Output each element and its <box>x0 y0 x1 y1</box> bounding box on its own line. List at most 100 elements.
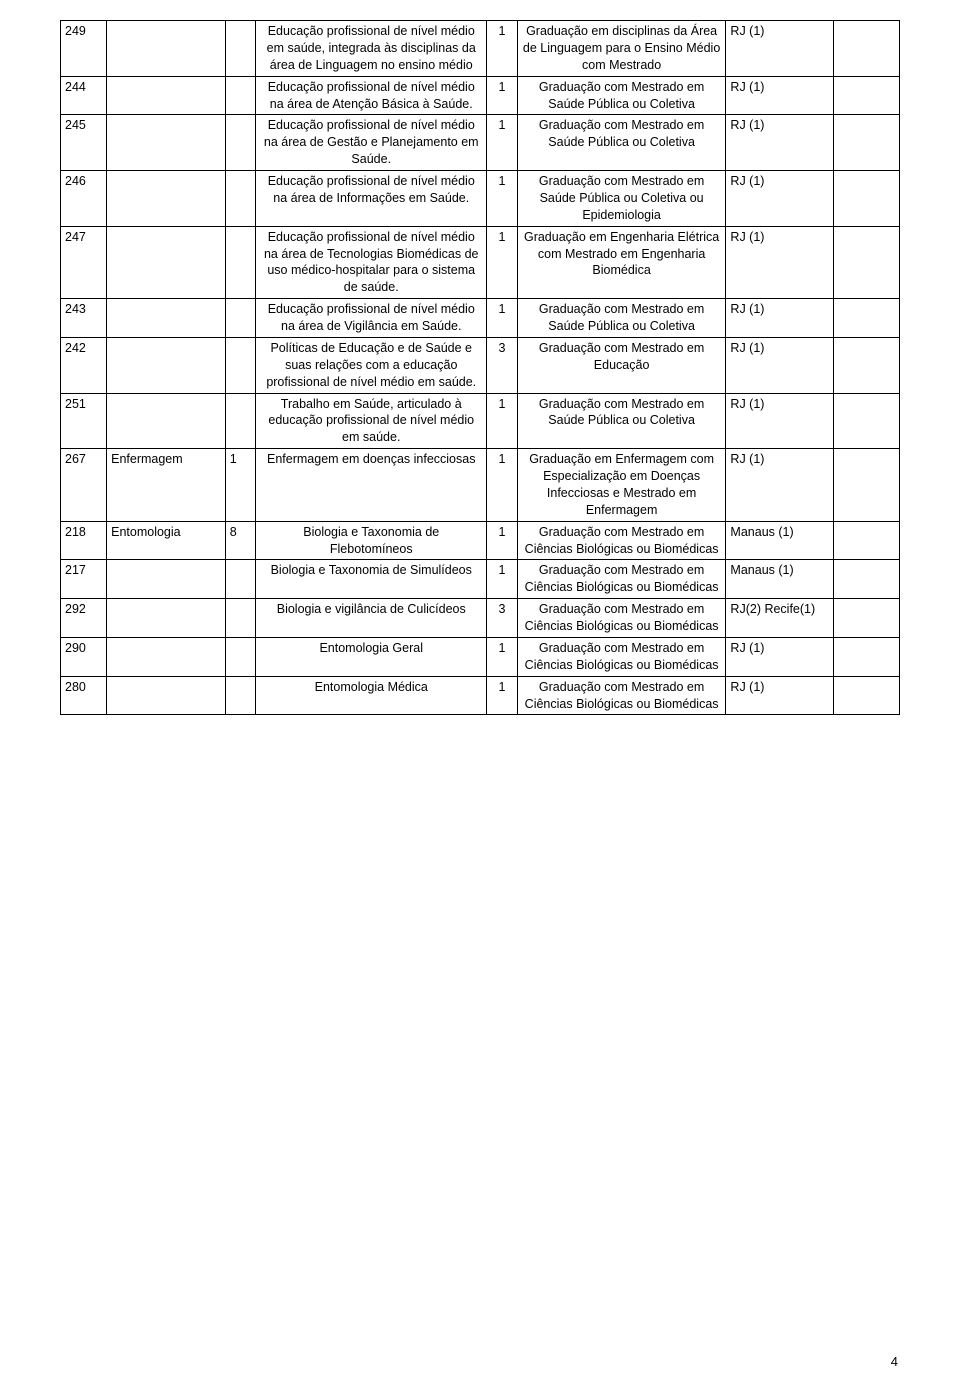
cell-qty: 1 <box>487 560 518 599</box>
cell-loc: RJ (1) <box>726 171 834 227</box>
cell-num1 <box>225 226 256 299</box>
cell-qty: 1 <box>487 226 518 299</box>
cell-qty: 3 <box>487 599 518 638</box>
cell-num1 <box>225 599 256 638</box>
cell-loc: RJ (1) <box>726 393 834 449</box>
cell-desc: Educação profissional de nível médio na … <box>256 76 487 115</box>
cell-empty <box>834 299 900 338</box>
table-row: 249Educação profissional de nível médio … <box>61 21 900 77</box>
cell-loc: RJ (1) <box>726 226 834 299</box>
cell-empty <box>834 393 900 449</box>
cell-req: Graduação com Mestrado em Ciências Bioló… <box>517 676 726 715</box>
cell-code: 244 <box>61 76 107 115</box>
cell-qty: 1 <box>487 21 518 77</box>
table-row: 290 Entomologia Geral1Graduação com Mestr… <box>61 637 900 676</box>
cell-num1 <box>225 115 256 171</box>
cell-loc: RJ(2) Recife(1) <box>726 599 834 638</box>
table-row: 251Trabalho em Saúde, articulado à educa… <box>61 393 900 449</box>
cell-loc: RJ (1) <box>726 637 834 676</box>
cell-loc: RJ (1) <box>726 21 834 77</box>
cell-area <box>107 560 226 599</box>
cell-desc: Biologia e Taxonomia de Flebotomíneos <box>256 521 487 560</box>
cell-code: 246 <box>61 171 107 227</box>
cell-loc: RJ (1) <box>726 299 834 338</box>
cell-area: Enfermagem <box>107 449 226 522</box>
page-number: 4 <box>891 1354 898 1369</box>
cell-empty <box>834 21 900 77</box>
table-row: 244 Educação profissional de nível médio … <box>61 76 900 115</box>
cell-empty <box>834 115 900 171</box>
cell-desc: Entomologia Médica <box>256 676 487 715</box>
cell-req: Graduação com Mestrado em Educação <box>517 337 726 393</box>
cell-desc: Educação profissional de nível médio na … <box>256 299 487 338</box>
cell-qty: 1 <box>487 637 518 676</box>
cell-area <box>107 21 226 77</box>
cell-num1: 1 <box>225 449 256 522</box>
cell-loc: RJ (1) <box>726 115 834 171</box>
cell-code: 280 <box>61 676 107 715</box>
cell-area <box>107 171 226 227</box>
cell-empty <box>834 226 900 299</box>
cell-code: 267 <box>61 449 107 522</box>
cell-req: Graduação em disciplinas da Área de Ling… <box>517 21 726 77</box>
cell-desc: Educação profissional de nível médio na … <box>256 226 487 299</box>
cell-empty <box>834 560 900 599</box>
cell-desc: Políticas de Educação e de Saúde e suas … <box>256 337 487 393</box>
cell-num1 <box>225 171 256 227</box>
cell-area: Entomologia <box>107 521 226 560</box>
data-table: 249Educação profissional de nível médio … <box>60 20 900 715</box>
cell-area <box>107 337 226 393</box>
cell-area <box>107 115 226 171</box>
table-row: 217 Biologia e Taxonomia de Simulídeos1Gr… <box>61 560 900 599</box>
cell-qty: 1 <box>487 676 518 715</box>
cell-req: Graduação com Mestrado em Saúde Pública … <box>517 115 726 171</box>
cell-req: Graduação com Mestrado em Ciências Bioló… <box>517 521 726 560</box>
cell-code: 290 <box>61 637 107 676</box>
cell-loc: Manaus (1) <box>726 521 834 560</box>
cell-num1: 8 <box>225 521 256 560</box>
cell-num1 <box>225 393 256 449</box>
cell-loc: RJ (1) <box>726 449 834 522</box>
cell-area <box>107 226 226 299</box>
cell-empty <box>834 449 900 522</box>
cell-desc: Educação profissional de nível médio na … <box>256 171 487 227</box>
cell-req: Graduação com Mestrado em Ciências Bioló… <box>517 637 726 676</box>
cell-num1 <box>225 76 256 115</box>
cell-req: Graduação com Mestrado em Saúde Pública … <box>517 171 726 227</box>
cell-code: 218 <box>61 521 107 560</box>
cell-req: Graduação com Mestrado em Saúde Pública … <box>517 76 726 115</box>
cell-req: Graduação em Engenharia Elétrica com Mes… <box>517 226 726 299</box>
cell-qty: 1 <box>487 76 518 115</box>
table-row: 245 Educação profissional de nível médio … <box>61 115 900 171</box>
cell-desc: Biologia e Taxonomia de Simulídeos <box>256 560 487 599</box>
cell-area <box>107 599 226 638</box>
cell-area <box>107 76 226 115</box>
cell-num1 <box>225 637 256 676</box>
cell-empty <box>834 76 900 115</box>
cell-req: Graduação em Enfermagem com Especializaç… <box>517 449 726 522</box>
cell-qty: 1 <box>487 171 518 227</box>
cell-area <box>107 393 226 449</box>
cell-qty: 3 <box>487 337 518 393</box>
cell-desc: Educação profissional de nível médio na … <box>256 115 487 171</box>
table-row: 247Educação profissional de nível médio … <box>61 226 900 299</box>
cell-empty <box>834 599 900 638</box>
cell-code: 217 <box>61 560 107 599</box>
cell-loc: Manaus (1) <box>726 560 834 599</box>
cell-empty <box>834 676 900 715</box>
cell-req: Graduação com Mestrado em Ciências Bioló… <box>517 560 726 599</box>
cell-empty <box>834 637 900 676</box>
cell-desc: Biologia e vigilância de Culicídeos <box>256 599 487 638</box>
cell-code: 245 <box>61 115 107 171</box>
table-row: 267Enfermagem1Enfermagem em doenças infe… <box>61 449 900 522</box>
cell-desc: Entomologia Geral <box>256 637 487 676</box>
cell-code: 292 <box>61 599 107 638</box>
table-row: 292Biologia e vigilância de Culicídeos3G… <box>61 599 900 638</box>
cell-loc: RJ (1) <box>726 76 834 115</box>
cell-area <box>107 637 226 676</box>
cell-empty <box>834 171 900 227</box>
cell-qty: 1 <box>487 393 518 449</box>
cell-qty: 1 <box>487 449 518 522</box>
table-row: 218Entomologia8Biologia e Taxonomia de F… <box>61 521 900 560</box>
table-row: 242Políticas de Educação e de Saúde e su… <box>61 337 900 393</box>
